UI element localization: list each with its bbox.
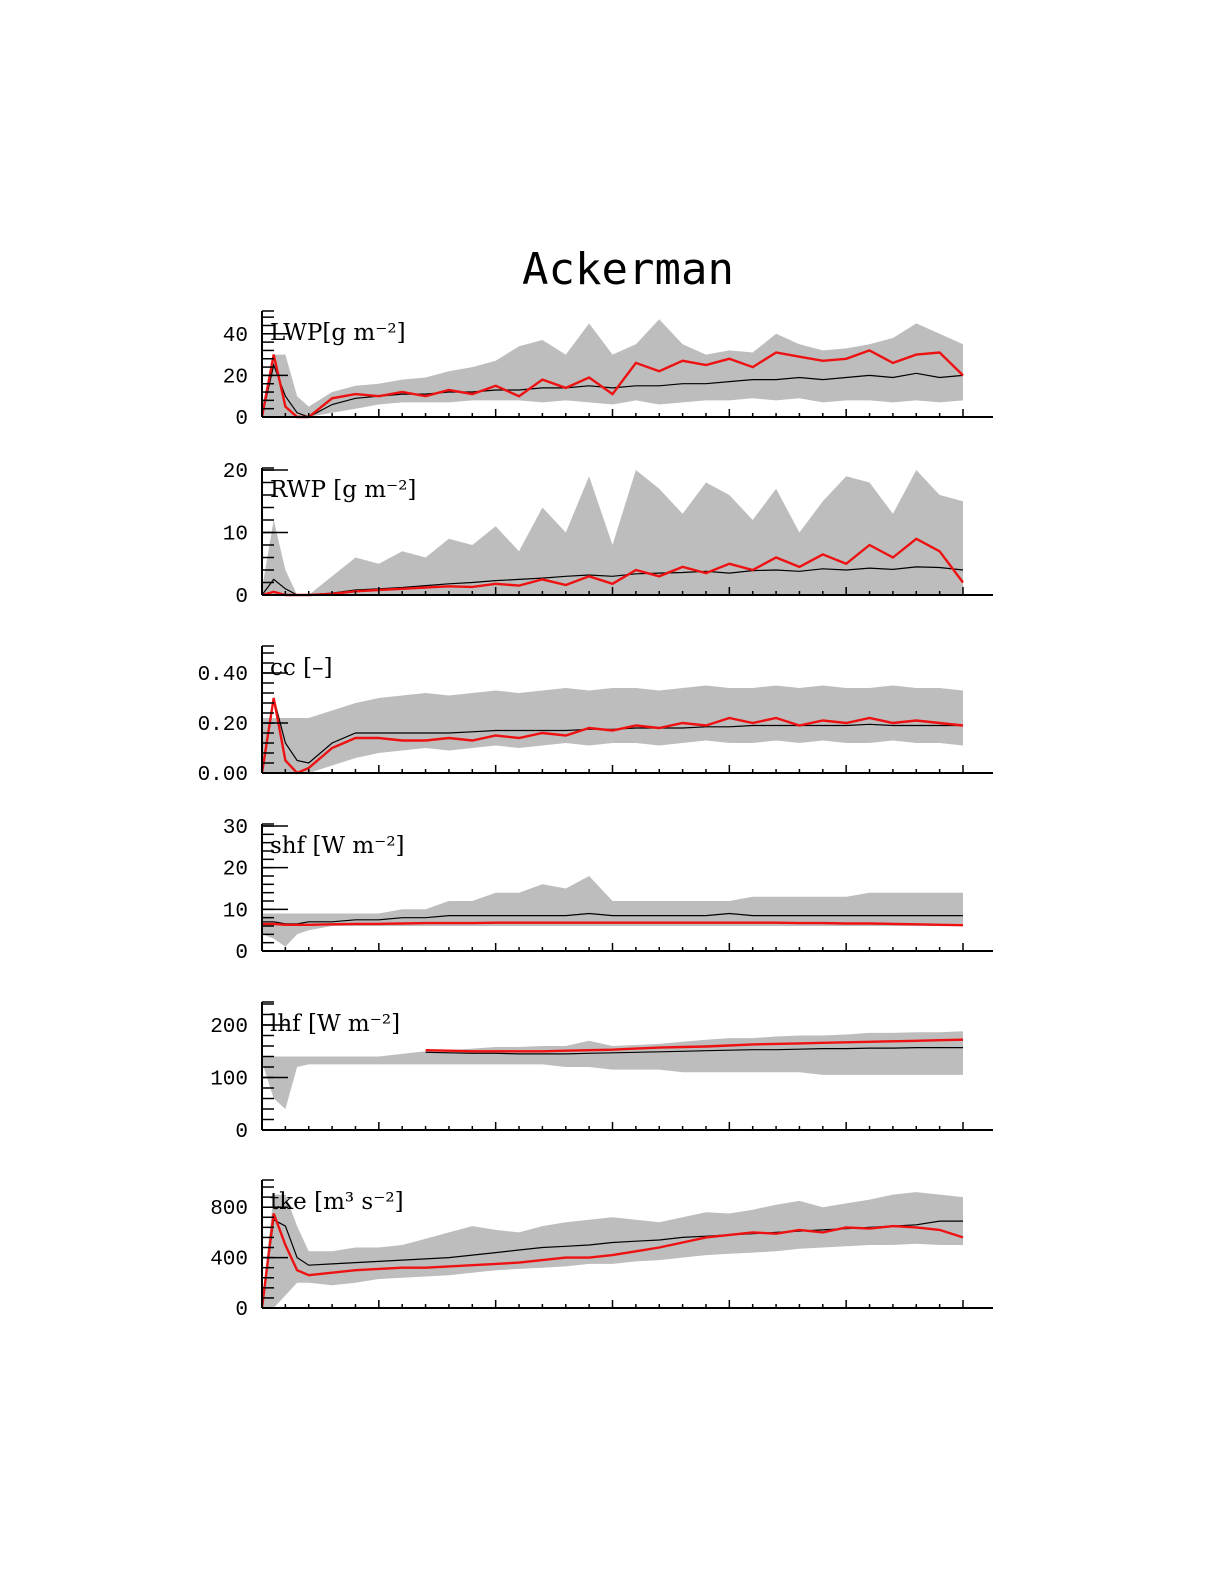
panel-label: tke [m³ s⁻²]: [270, 1189, 404, 1215]
y-tick-label: 20: [223, 461, 248, 484]
ensemble-range-band: [262, 1031, 963, 1109]
panel-label: RWP [g m⁻²]: [270, 477, 416, 503]
y-tick-label: 10: [223, 524, 248, 547]
figure-title: Ackerman: [522, 244, 734, 295]
panel-label: shf [W m⁻²]: [270, 833, 405, 859]
y-tick-label: 20: [223, 366, 248, 389]
panel-6: 0 400 800 tke [m³ s⁻²]: [210, 1179, 993, 1322]
reference-series-line: [260, 697, 964, 775]
ensemble-range-band: [262, 1192, 963, 1308]
y-tick-label: 400: [210, 1249, 248, 1272]
y-tick-label: 100: [210, 1069, 248, 1092]
reference-series-line: [260, 1213, 964, 1309]
y-tick-label: 0.40: [198, 664, 248, 687]
reference-series-line: [261, 537, 964, 597]
y-tick-label: 200: [210, 1016, 248, 1039]
panel-4: 0 10 20 30 shf [W m⁻²]: [223, 817, 993, 965]
ensemble-mean-line: [261, 697, 963, 774]
panel-2: 0 10 20 RWP [g m⁻²]: [223, 461, 993, 609]
reference-series-line: [260, 349, 964, 419]
panel-label: lhf [W m⁻²]: [270, 1011, 400, 1037]
ensemble-range-band: [262, 470, 963, 595]
y-tick-label: 0: [235, 942, 248, 965]
y-tick-label: 0: [235, 1299, 248, 1322]
ensemble-mean-line: [262, 912, 963, 925]
y-tick-label: 20: [223, 859, 248, 882]
ensemble-mean-line: [425, 1047, 963, 1055]
ensemble-range-band: [262, 876, 963, 947]
reference-series-line: [262, 921, 964, 927]
ensemble-mean-line: [261, 362, 964, 418]
y-tick-label: 800: [210, 1198, 248, 1221]
panel-label: cc [–]: [270, 655, 333, 681]
panel-label: LWP[g m⁻²]: [270, 320, 406, 346]
y-tick-label: 40: [223, 325, 248, 348]
panel-1: 0 20 40 LWP[g m⁻²]: [223, 310, 993, 431]
y-tick-label: 0.00: [198, 764, 248, 787]
y-tick-label: 0: [235, 1121, 248, 1144]
y-tick-label: 0: [235, 586, 248, 609]
panel-5: 0 100 200 lhf [W m⁻²]: [210, 1001, 993, 1144]
reference-series-line: [425, 1038, 964, 1053]
y-tick-label: 30: [223, 817, 248, 840]
y-tick-label: 0.20: [198, 714, 248, 737]
y-tick-label: 10: [223, 900, 248, 923]
panel-3: 0.00 0.20 0.40 cc [–]: [198, 645, 993, 787]
y-tick-label: 0: [235, 408, 248, 431]
